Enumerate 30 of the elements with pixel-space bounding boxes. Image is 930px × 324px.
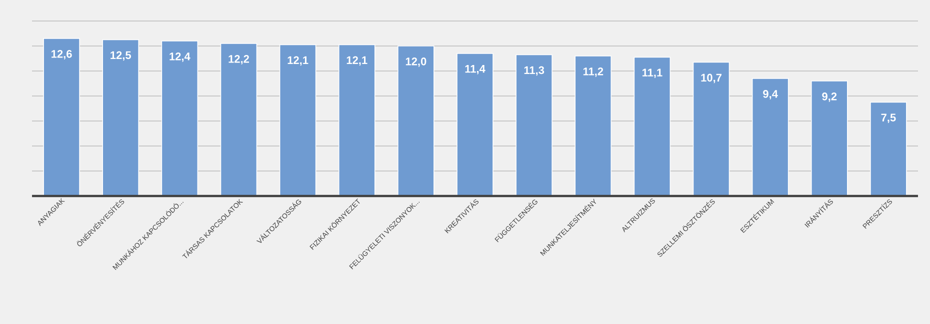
bar bbox=[161, 40, 198, 196]
bar bbox=[338, 44, 376, 196]
bar bbox=[102, 39, 140, 196]
data-label: 11,1 bbox=[642, 68, 662, 78]
data-label: 11,2 bbox=[583, 68, 604, 77]
bar bbox=[220, 43, 258, 196]
data-label: 11,3 bbox=[524, 66, 544, 76]
data-label: 10,7 bbox=[701, 74, 722, 84]
data-label: 12,4 bbox=[170, 52, 190, 62]
data-label: 12,6 bbox=[52, 50, 72, 60]
bar bbox=[870, 102, 907, 196]
bar bbox=[398, 46, 434, 196]
bar bbox=[456, 53, 494, 196]
data-label: 12,2 bbox=[228, 55, 250, 64]
bar bbox=[279, 44, 316, 196]
data-label: 12,5 bbox=[110, 51, 132, 61]
data-label: 12,0 bbox=[406, 58, 426, 67]
bar bbox=[43, 38, 80, 196]
bar bbox=[810, 80, 848, 196]
bar bbox=[516, 54, 552, 196]
data-label: 9,4 bbox=[763, 90, 778, 100]
data-label: 7,5 bbox=[881, 114, 896, 124]
bar bbox=[634, 56, 671, 196]
data-label: 11,4 bbox=[465, 65, 486, 74]
data-label: 12,1 bbox=[346, 56, 368, 66]
data-label: 9,2 bbox=[822, 92, 837, 102]
bar bbox=[752, 78, 789, 196]
bar bbox=[574, 56, 612, 196]
data-label: 12,1 bbox=[288, 56, 308, 66]
bar bbox=[692, 62, 730, 196]
